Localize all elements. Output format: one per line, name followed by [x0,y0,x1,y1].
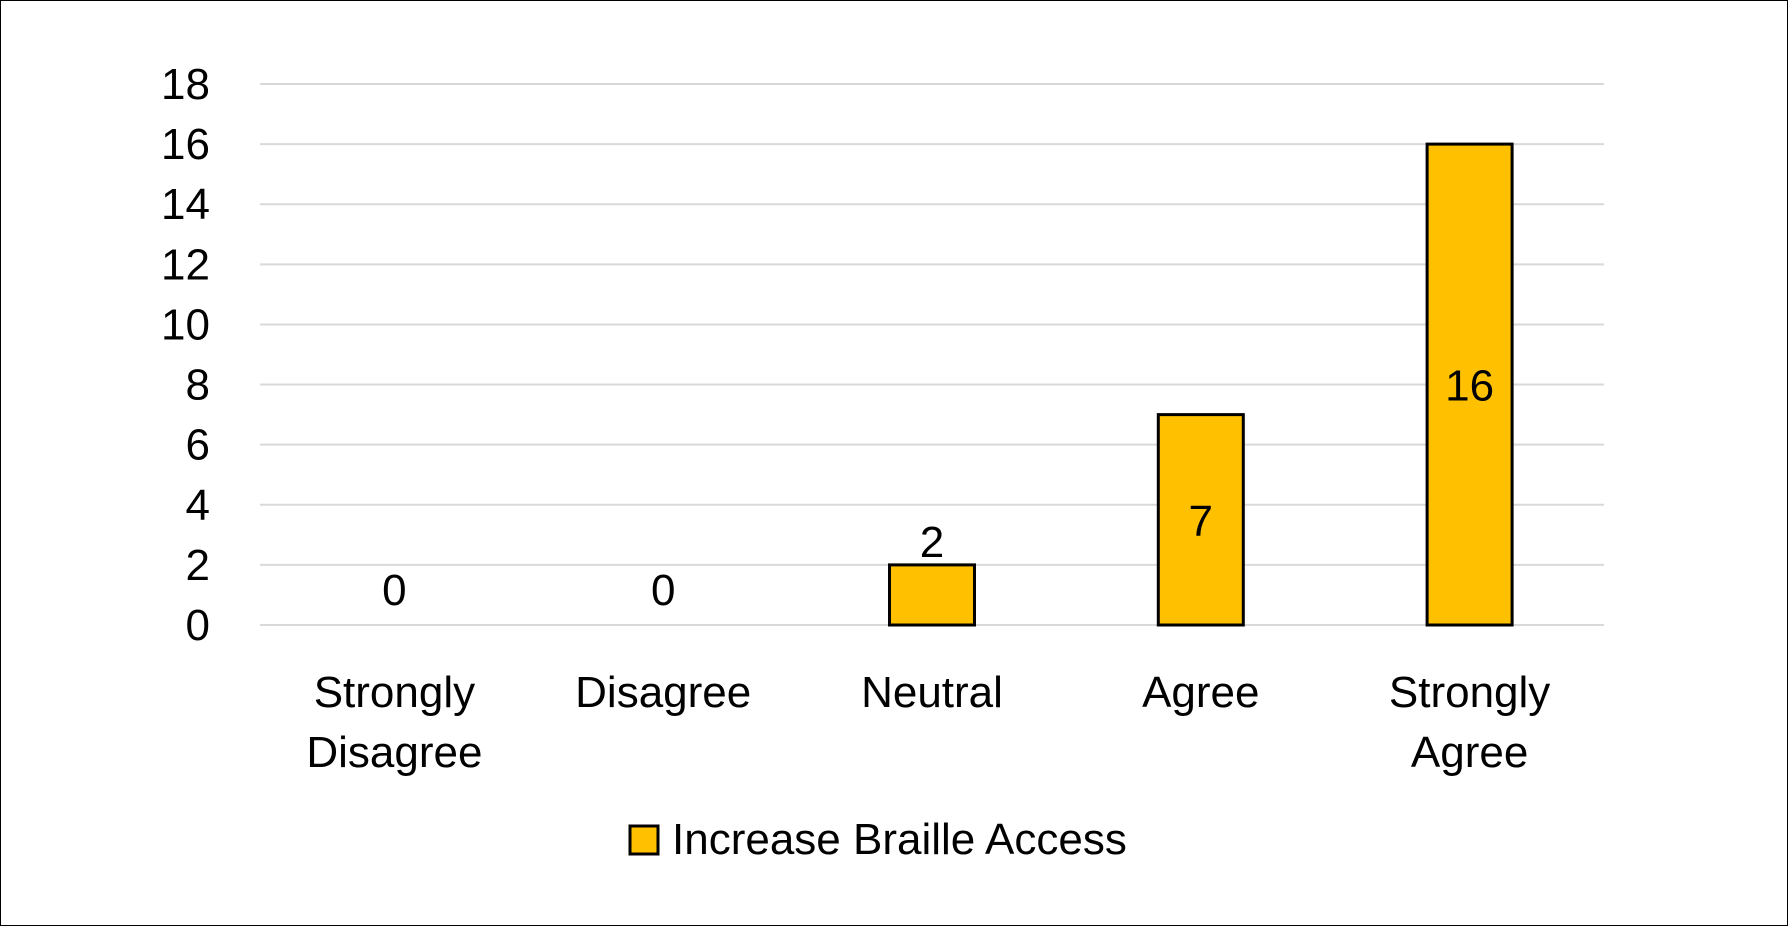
y-tick-label: 4 [186,481,210,530]
legend-label: Increase Braille Access [672,815,1127,864]
y-tick-label: 6 [186,421,210,470]
bar [1425,142,1514,627]
data-label: 2 [920,518,944,567]
category-label: Strongly Agree [1389,668,1550,777]
y-tick-label: 2 [186,541,210,590]
data-label: 16 [1445,362,1494,411]
gridlines [260,83,1604,626]
data-label: 0 [651,566,675,615]
x-axis-categories: Strongly Disagree Disagree Neutral Agree Stro… [306,668,1550,777]
bars [888,142,1514,627]
y-tick-label: 0 [186,601,210,650]
category-label: Neutral [861,668,1003,717]
y-tick-label: 10 [161,300,210,349]
category-label: Disagree [575,668,751,717]
y-tick-label: 16 [161,120,210,169]
data-labels: 0 0 2 7 16 [382,362,1494,615]
y-tick-label: 14 [161,180,210,229]
category-label: Agree [1142,668,1259,717]
bar [1156,413,1245,627]
bar [888,563,976,627]
y-tick-label: 12 [161,240,210,289]
legend-swatch [628,824,660,856]
y-axis-ticks: 0 2 4 6 8 10 12 14 16 18 [161,60,210,650]
data-label: 0 [382,566,406,615]
data-label: 7 [1189,497,1213,546]
legend: Increase Braille Access [628,815,1127,864]
y-tick-label: 18 [161,60,210,109]
y-tick-label: 8 [186,361,210,410]
category-label: Strongly Disagree [306,668,482,777]
